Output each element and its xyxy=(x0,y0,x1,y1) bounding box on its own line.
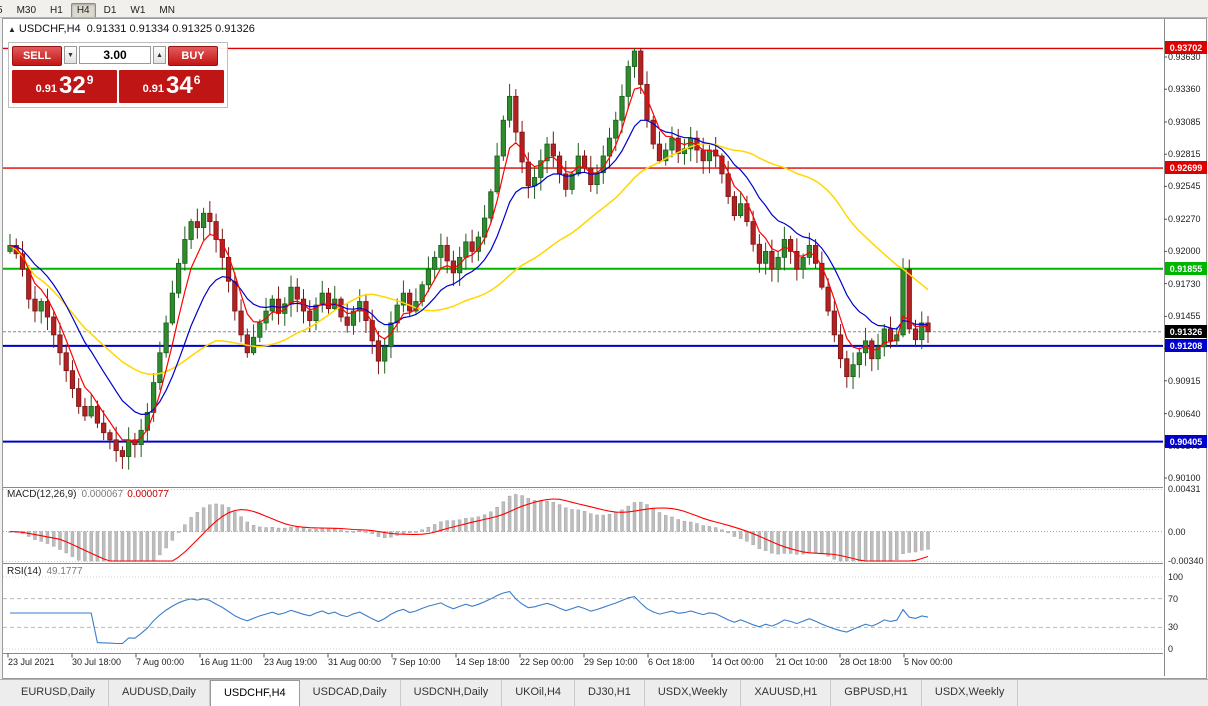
rsi-pane-title: RSI(14) 49.1777 xyxy=(7,566,83,577)
chart-tab-xauusd-h1[interactable]: XAUUSD,H1 xyxy=(741,680,832,706)
chart-title: ▲ USDCHF,H4 0.91331 0.91334 0.91325 0.9132… xyxy=(8,23,255,35)
chart-icon: ▲ xyxy=(8,25,16,34)
volume-input[interactable]: 3.00 xyxy=(79,46,151,64)
chart-symbol-period: USDCHF,H4 xyxy=(18,23,81,35)
sell-price-box[interactable]: 0.91 32 9 xyxy=(12,70,117,103)
rsi-value: 49.1777 xyxy=(46,566,83,577)
timeframe-button-m30[interactable]: M30 xyxy=(16,5,37,16)
chart-tab-gbpusd-h1[interactable]: GBPUSD,H1 xyxy=(831,680,922,706)
timeframe-button-w1[interactable]: W1 xyxy=(130,5,146,16)
timeframe-button-h4[interactable]: H4 xyxy=(70,3,96,17)
volume-decrease-button[interactable]: ▼ xyxy=(64,46,77,64)
macd-signal-value: 0.000077 xyxy=(127,489,169,500)
rsi-label: RSI(14) xyxy=(7,566,42,577)
chart-tab-eurusd-daily[interactable]: EURUSD,Daily xyxy=(8,680,109,706)
buy-price-sup: 6 xyxy=(193,73,201,87)
trade-panel-top-row: SELL ▼ 3.00 ▲ BUY xyxy=(12,46,224,66)
volume-increase-button[interactable]: ▲ xyxy=(153,46,166,64)
buy-price-box[interactable]: 0.91 34 6 xyxy=(119,70,224,103)
timeframe-buttons: 5 M30 H1 H4 D1 W1 MN xyxy=(0,0,1208,17)
chart-tab-dj30-h1[interactable]: DJ30,H1 xyxy=(575,680,645,706)
buy-price-big: 34 xyxy=(166,72,193,99)
sell-button[interactable]: SELL xyxy=(12,46,62,66)
chart-tabs-bar: EURUSD,Daily AUDUSD,Daily USDCHF,H4 USDCAD,… xyxy=(0,679,1208,706)
buy-price-prefix: 0.91 xyxy=(142,83,165,95)
timeframe-button-h1[interactable]: H1 xyxy=(50,5,63,16)
chart-tab-usdchf-h4[interactable]: USDCHF,H4 xyxy=(209,680,300,706)
timeframe-button-5[interactable]: 5 xyxy=(0,3,9,17)
timeframe-toolbar: 5 M30 H1 H4 D1 W1 MN xyxy=(0,0,1208,18)
trade-panel-price-row: 0.91 32 9 0.91 34 6 xyxy=(12,70,224,103)
chart-tab-ukoil-h4[interactable]: UKOil,H4 xyxy=(502,680,576,706)
sell-price-sup: 9 xyxy=(86,73,94,87)
one-click-trading-panel: SELL ▼ 3.00 ▲ BUY 0.91 32 9 0.91 34 6 xyxy=(8,42,228,108)
chart-tab-usdx-weekly[interactable]: USDX,Weekly xyxy=(645,680,742,706)
buy-button[interactable]: BUY xyxy=(168,46,218,66)
timeframe-button-d1[interactable]: D1 xyxy=(103,5,117,16)
chart-window xyxy=(2,18,1207,679)
macd-pane-title: MACD(12,26,9) 0.000067 0.000077 xyxy=(7,489,169,500)
chart-ohlc: 0.91331 0.91334 0.91325 0.91326 xyxy=(86,23,255,35)
chart-tab-usdcad-daily[interactable]: USDCAD,Daily xyxy=(300,680,401,706)
chart-tab-usdcnh-daily[interactable]: USDCNH,Daily xyxy=(401,680,503,706)
chart-tab-usdx-weekly[interactable]: USDX,Weekly xyxy=(922,680,1019,706)
chart-tab-audusd-daily[interactable]: AUDUSD,Daily xyxy=(109,680,210,706)
macd-main-value: 0.000067 xyxy=(81,489,124,500)
sell-price-prefix: 0.91 xyxy=(35,83,58,95)
macd-label: MACD(12,26,9) xyxy=(7,489,77,500)
timeframe-button-mn[interactable]: MN xyxy=(159,5,175,16)
sell-price-big: 32 xyxy=(59,72,86,99)
